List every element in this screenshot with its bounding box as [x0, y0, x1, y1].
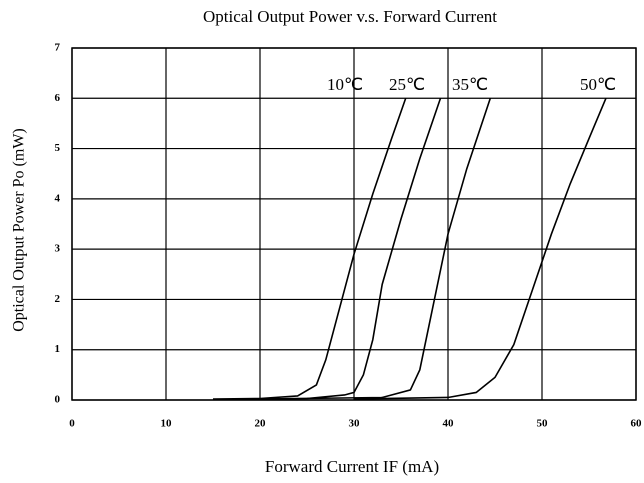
y-tick-label: 3 — [55, 243, 61, 255]
y-tick-label: 5 — [55, 142, 61, 154]
series-line — [212, 98, 442, 401]
series-line — [353, 97, 607, 400]
y-tick-label: 7 — [55, 42, 61, 54]
x-axis-label: Forward Current IF (mA) — [265, 457, 439, 476]
series-label: 10℃ — [327, 75, 363, 94]
chart-title: Optical Output Power v.s. Forward Curren… — [203, 7, 497, 26]
y-tick-label: 1 — [55, 343, 61, 355]
x-tick-label: 60 — [631, 418, 643, 430]
x-tick-label: 20 — [255, 418, 267, 430]
series-label: 35℃ — [452, 75, 488, 94]
y-axis-label: Optical Output Power Po (mW) — [11, 128, 28, 332]
x-tick-label: 50 — [537, 418, 549, 430]
series-label: 25℃ — [389, 75, 425, 94]
x-tick-label: 0 — [69, 418, 75, 430]
x-tick-label: 40 — [443, 418, 455, 430]
x-tick-label: 10 — [161, 418, 173, 430]
y-tick-label: 0 — [55, 394, 61, 406]
plot-border — [71, 47, 637, 401]
y-tick-label: 4 — [55, 192, 61, 204]
series-line — [259, 98, 492, 400]
y-tick-label: 2 — [55, 293, 61, 305]
y-tick-label: 6 — [55, 92, 61, 104]
x-tick-label: 30 — [349, 418, 361, 430]
series-label: 50℃ — [580, 75, 616, 94]
series-line — [212, 98, 407, 400]
